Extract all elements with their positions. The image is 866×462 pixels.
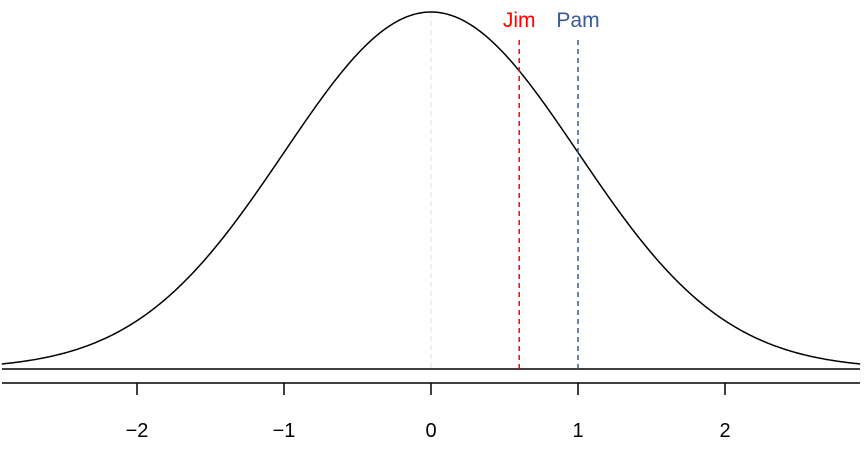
marker-label-pam: Pam [556,9,599,32]
x-tick-label: −1 [273,420,296,442]
density-curve [1,11,861,365]
marker-group: Jim Pam [503,9,600,369]
x-tick-label: 1 [572,420,583,442]
x-axis: −2 −1 0 1 2 [2,382,860,442]
marker-label-jim: Jim [503,9,536,32]
x-tick-label: 0 [425,420,436,442]
plot-area: Jim Pam [1,9,861,370]
x-tick-label: 2 [719,420,730,442]
x-axis-ticks: −2 −1 0 1 2 [126,383,731,442]
x-tick-label: −2 [126,420,149,442]
